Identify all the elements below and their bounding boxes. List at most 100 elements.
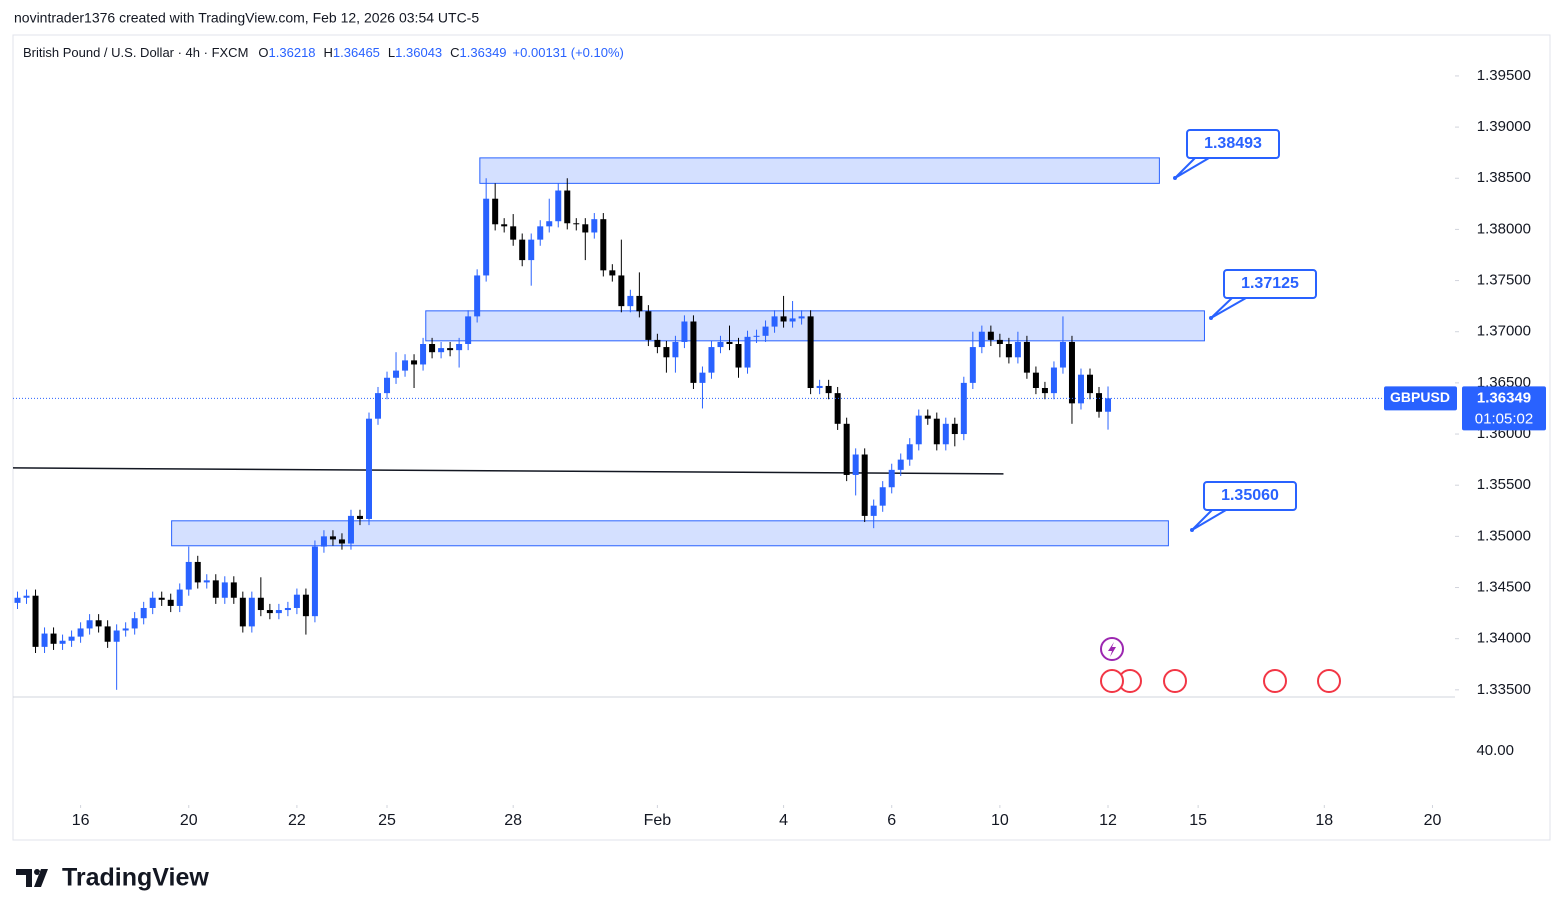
x-tick-label: 6	[887, 812, 896, 829]
candle-body	[1023, 341, 1030, 373]
candle-body	[329, 536, 336, 540]
x-tick-label: 12	[1099, 812, 1117, 829]
y-tick-label: 1.37000	[1477, 323, 1531, 340]
candle-body	[41, 633, 48, 647]
candle-body	[951, 423, 958, 435]
candle-body	[1014, 341, 1021, 358]
x-tick-label: 20	[1424, 812, 1442, 829]
candle-body	[257, 597, 264, 611]
candle-body	[564, 190, 571, 224]
candle-body	[537, 226, 544, 240]
candle-body	[762, 326, 769, 336]
frame	[12, 34, 1551, 841]
candle-body	[465, 316, 472, 345]
legend-value: 1.36465	[333, 45, 380, 60]
callout-anchor	[1209, 316, 1213, 320]
legend-value: 1.36349	[460, 45, 507, 60]
candle-body	[915, 415, 922, 445]
callout-box	[1223, 269, 1317, 299]
candle-body	[77, 628, 84, 637]
countdown: 01:05:02	[1475, 410, 1533, 427]
callout-anchor	[1190, 528, 1194, 532]
candle-body	[140, 607, 147, 619]
candle-body	[735, 344, 742, 368]
candle-body	[131, 618, 138, 629]
brand-logo	[16, 869, 48, 887]
candle-body	[897, 459, 904, 470]
callout-label: 1.38493	[1204, 135, 1262, 152]
candle-body	[528, 239, 535, 261]
y-tick-label: 1.35500	[1477, 476, 1531, 493]
x-tick-label: 10	[991, 812, 1009, 829]
callout-label: 1.35060	[1221, 487, 1279, 504]
zone	[171, 520, 1169, 547]
candle-body	[311, 546, 318, 617]
candle-body	[275, 610, 282, 614]
candle-body	[1050, 367, 1057, 394]
candle-body	[483, 198, 490, 276]
candle-body	[375, 393, 382, 419]
candle-body	[230, 582, 237, 598]
candle-body	[411, 360, 418, 365]
candle-body	[870, 505, 877, 516]
x-tick-label: 22	[288, 812, 306, 829]
callout-box	[1186, 129, 1280, 159]
candle-body	[798, 316, 805, 319]
candle-body	[1077, 374, 1084, 404]
candle-body	[284, 607, 291, 611]
legend-value: 1.36218	[269, 45, 316, 60]
candle-body	[149, 597, 156, 608]
brand: TradingView	[16, 864, 209, 892]
candle-body	[356, 515, 363, 519]
x-tick-label: Feb	[644, 812, 672, 829]
candle-body	[429, 344, 436, 353]
candle-body	[1096, 393, 1103, 412]
candle-body	[546, 221, 553, 227]
candle-body	[717, 341, 724, 348]
candle-body	[14, 597, 21, 603]
candle-body	[690, 321, 697, 383]
candle-body	[618, 275, 625, 307]
header: novintrader1376 created with TradingView…	[14, 10, 479, 26]
candle-body	[68, 636, 75, 641]
candle-body	[996, 339, 1003, 345]
last-price-label: 1.36349	[1477, 389, 1531, 406]
x-tick-label: 4	[779, 812, 788, 829]
candle-body	[420, 344, 427, 365]
candle-body	[1086, 374, 1093, 394]
candle-body	[185, 561, 192, 590]
y-tick-label: 1.37500	[1477, 272, 1531, 289]
candle-body	[456, 344, 463, 351]
candle-body	[582, 224, 589, 233]
y-tick-label: 1.39000	[1477, 118, 1531, 135]
trend-line	[12, 467, 1004, 475]
candle-body	[609, 270, 616, 276]
candle-body	[212, 580, 219, 598]
symbol-badge	[1384, 386, 1457, 411]
candle-body	[672, 341, 679, 358]
candle-body	[1005, 344, 1012, 358]
candle-body	[843, 423, 850, 475]
candle-body	[708, 347, 715, 373]
x-tick-label: 28	[504, 812, 522, 829]
candle-body	[879, 487, 886, 506]
candle-body	[807, 316, 814, 388]
y-tick-label: 1.34500	[1477, 578, 1531, 595]
legend-key: C	[450, 45, 459, 60]
candle-body	[906, 444, 913, 460]
candle-body	[960, 382, 967, 435]
candle-body	[221, 582, 228, 598]
candle-body	[248, 597, 255, 627]
candle-body	[320, 536, 327, 547]
candle-body	[591, 219, 598, 233]
x-tick-label: 20	[180, 812, 198, 829]
candle-body	[978, 331, 985, 348]
y-tick-label: 1.38000	[1477, 220, 1531, 237]
candle-body	[338, 539, 345, 544]
event-icon	[1108, 642, 1116, 657]
y-tick-label: 1.38500	[1477, 169, 1531, 186]
candle-body	[654, 339, 661, 348]
candle-body	[95, 620, 102, 627]
